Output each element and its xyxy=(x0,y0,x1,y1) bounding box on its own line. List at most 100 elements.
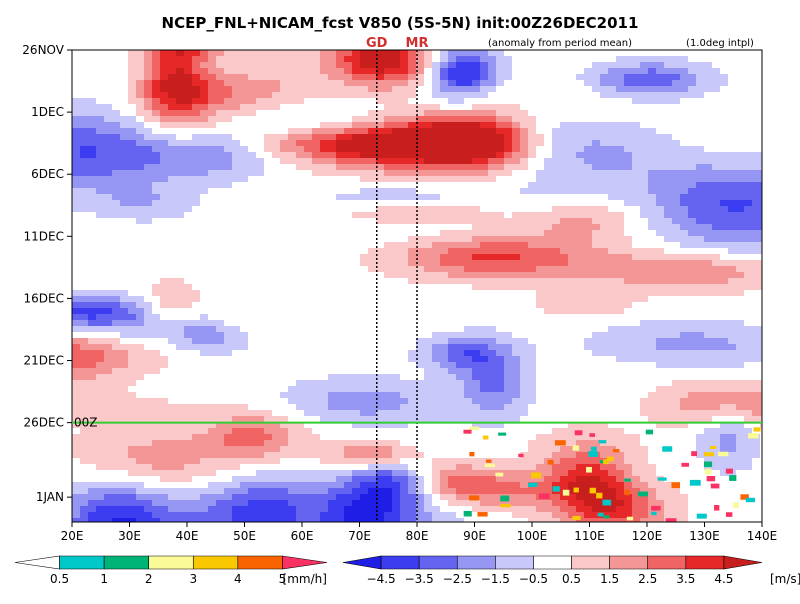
field-cell xyxy=(736,188,745,195)
field-cell xyxy=(144,212,153,219)
field-cell xyxy=(672,218,681,225)
field-cell xyxy=(696,110,705,117)
field-cell xyxy=(544,290,553,297)
field-cell xyxy=(400,362,409,369)
field-cell xyxy=(312,356,321,363)
field-cell xyxy=(560,296,569,303)
field-cell xyxy=(632,140,641,147)
field-cell xyxy=(168,314,177,321)
field-cell xyxy=(112,176,121,183)
field-cell xyxy=(504,368,513,375)
field-cell xyxy=(616,200,625,207)
field-cell xyxy=(120,176,129,183)
field-cell xyxy=(632,158,641,165)
field-cell xyxy=(232,146,241,153)
field-cell xyxy=(272,344,281,351)
field-cell xyxy=(272,146,281,153)
field-cell xyxy=(312,122,321,129)
field-cell xyxy=(584,212,593,219)
field-cell xyxy=(360,296,369,303)
field-cell xyxy=(384,182,393,189)
field-cell xyxy=(504,278,513,285)
field-cell xyxy=(456,68,465,75)
field-cell xyxy=(456,62,465,69)
field-cell xyxy=(112,134,121,141)
field-cell xyxy=(296,80,305,87)
field-cell xyxy=(472,326,481,333)
field-cell xyxy=(408,158,417,165)
field-cell xyxy=(80,116,89,123)
field-cell xyxy=(512,116,521,123)
field-cell xyxy=(232,326,241,333)
field-cell xyxy=(696,224,705,231)
field-cell xyxy=(440,170,449,177)
field-cell xyxy=(568,326,577,333)
field-cell xyxy=(144,164,153,171)
field-cell xyxy=(632,98,641,105)
field-cell xyxy=(136,80,145,87)
field-cell xyxy=(320,128,329,135)
field-cell xyxy=(224,242,233,249)
field-cell xyxy=(672,62,681,69)
field-cell xyxy=(248,290,257,297)
field-cell xyxy=(616,374,625,381)
field-cell xyxy=(400,350,409,357)
field-cell xyxy=(376,356,385,363)
field-cell xyxy=(752,380,761,387)
field-cell xyxy=(416,326,425,333)
field-cell xyxy=(184,230,193,237)
field-cell xyxy=(80,212,89,219)
field-cell xyxy=(472,200,481,207)
field-cell xyxy=(216,266,225,273)
field-cell xyxy=(184,308,193,315)
field-cell xyxy=(96,140,105,147)
field-cell xyxy=(352,200,361,207)
field-cell xyxy=(296,278,305,285)
field-cell xyxy=(728,68,737,75)
field-cell xyxy=(216,110,225,117)
field-cell xyxy=(600,290,609,297)
field-cell xyxy=(144,206,153,213)
field-cell xyxy=(136,260,145,267)
field-cell xyxy=(280,386,289,393)
field-cell xyxy=(288,314,297,321)
field-cell xyxy=(472,128,481,135)
field-cell xyxy=(552,356,561,363)
field-cell xyxy=(200,356,209,363)
field-cell xyxy=(672,152,681,159)
field-cell xyxy=(680,254,689,261)
field-cell xyxy=(480,146,489,153)
field-cell xyxy=(608,290,617,297)
field-cell xyxy=(472,278,481,285)
field-cell xyxy=(240,386,249,393)
field-cell xyxy=(520,104,529,111)
field-cell xyxy=(144,74,153,81)
field-cell xyxy=(328,98,337,105)
field-cell xyxy=(664,314,673,321)
field-cell xyxy=(672,182,681,189)
field-cell xyxy=(216,368,225,375)
field-cell xyxy=(456,110,465,117)
field-cell xyxy=(344,98,353,105)
field-cell xyxy=(632,110,641,117)
field-cell xyxy=(744,314,753,321)
field-cell xyxy=(160,212,169,219)
field-cell xyxy=(168,248,177,255)
field-cell xyxy=(616,176,625,183)
field-cell xyxy=(256,338,265,345)
field-cell xyxy=(272,362,281,369)
field-cell xyxy=(560,104,569,111)
field-cell xyxy=(168,290,177,297)
field-cell xyxy=(688,338,697,345)
field-cell xyxy=(72,272,81,279)
field-cell xyxy=(176,362,185,369)
field-cell xyxy=(456,164,465,171)
field-cell xyxy=(688,164,697,171)
field-cell xyxy=(208,158,217,165)
field-cell xyxy=(552,86,561,93)
field-cell xyxy=(456,80,465,87)
field-cell xyxy=(712,272,721,279)
field-cell xyxy=(624,140,633,147)
field-cell xyxy=(656,302,665,309)
field-cell xyxy=(352,344,361,351)
